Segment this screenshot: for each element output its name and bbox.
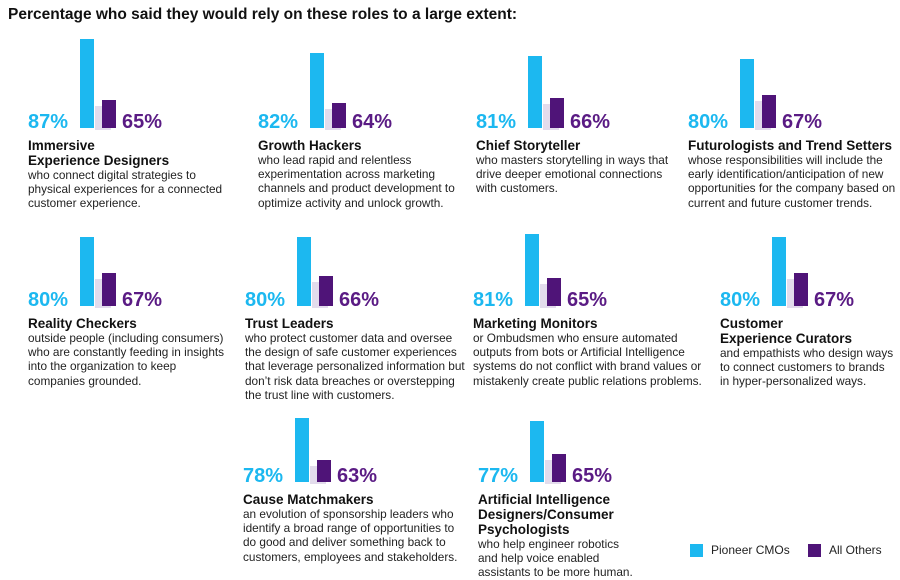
- role-description: in hyper-personalized ways.: [720, 374, 867, 389]
- others-value-label: 65%: [567, 289, 608, 311]
- role-title: Customer: [720, 316, 784, 331]
- pioneer-value-label: 80%: [720, 289, 761, 311]
- pioneer-value-label: 80%: [28, 289, 69, 311]
- role-description: who connect digital strategies to: [28, 168, 196, 182]
- role-description: systems do not conflict with brand value…: [473, 359, 702, 374]
- role-title: Experience Designers: [28, 153, 170, 168]
- role-description: who masters storytelling in ways that: [476, 153, 669, 167]
- role-description: don’t risk data breaches or overstepping: [245, 373, 455, 388]
- role-description: do good and deliver something back to: [243, 535, 446, 550]
- pioneer-bar: [80, 236, 94, 306]
- others-bar: [102, 100, 116, 128]
- role-description: with customers.: [476, 181, 558, 196]
- role-description: or Ombudsmen who ensure automated: [473, 331, 678, 345]
- role-description: an evolution of sponsorship leaders who: [243, 507, 454, 521]
- pioneer-value-label: 77%: [478, 465, 519, 487]
- pioneer-bar: [528, 55, 542, 128]
- legend-label-pioneer: Pioneer CMOs: [711, 543, 790, 557]
- role-description: physical experiences for a connected: [28, 182, 223, 197]
- others-value-label: 64%: [352, 111, 393, 133]
- others-value-label: 67%: [122, 289, 163, 311]
- role-description: customers, employees and stakeholders.: [243, 549, 458, 564]
- others-value-label: 65%: [122, 111, 163, 133]
- role-description: who help engineer robotics: [478, 537, 619, 551]
- pioneer-value-label: 82%: [258, 111, 299, 133]
- pioneer-bar: [297, 236, 311, 306]
- role-title: Reality Checkers: [28, 316, 137, 331]
- role-title: Artificial Intelligence: [478, 492, 611, 507]
- role-description: the design of safe customer experiences: [245, 345, 457, 360]
- role-description: identify a broad range of opportunities …: [243, 521, 455, 536]
- role-description: outputs from bots or Artificial Intellig…: [473, 345, 685, 360]
- role-title: Psychologists: [478, 522, 570, 537]
- pioneer-value-label: 78%: [243, 465, 284, 487]
- role-description: and help voice enabled: [478, 551, 600, 566]
- pioneer-bar: [295, 418, 309, 482]
- role-description: optimize activity and unlock growth.: [258, 195, 444, 210]
- pioneer-bar: [772, 236, 786, 306]
- role-title: Chief Storyteller: [476, 138, 581, 153]
- role-description: into the organization to keep: [28, 359, 177, 374]
- pioneer-value-label: 87%: [28, 111, 69, 133]
- role-description: that leverage personalized information b…: [245, 359, 465, 374]
- legend-swatch-others: [808, 544, 821, 557]
- others-bar: [547, 278, 561, 306]
- others-bar: [762, 94, 776, 128]
- role-description: customer experience.: [28, 196, 141, 211]
- role-description: companies grounded.: [28, 373, 142, 388]
- pioneer-bar: [740, 58, 754, 128]
- role-description: who lead rapid and relentless: [258, 153, 412, 167]
- legend-label-others: All Others: [829, 543, 882, 557]
- others-bar: [552, 454, 566, 482]
- pioneer-bar: [530, 421, 544, 482]
- role-description: who protect customer data and oversee: [245, 331, 453, 345]
- legend-swatch-pioneer: [690, 544, 703, 557]
- role-description: the trust line with customers.: [245, 387, 395, 402]
- role-title: Growth Hackers: [258, 138, 362, 153]
- others-value-label: 65%: [572, 465, 613, 487]
- others-bar: [319, 275, 333, 306]
- role-description: assistants to be more human.: [478, 565, 633, 580]
- role-description: and empathists who design ways: [720, 346, 894, 360]
- role-title: Cause Matchmakers: [243, 492, 374, 507]
- others-value-label: 67%: [782, 111, 823, 133]
- role-title: Experience Curators: [720, 331, 853, 346]
- role-description: drive deeper emotional connections: [476, 167, 663, 182]
- role-description: experimentation across marketing: [258, 167, 436, 182]
- others-bar: [102, 272, 116, 306]
- pioneer-bar: [525, 233, 539, 306]
- role-title: Futurologists and Trend Setters: [688, 138, 893, 153]
- others-bar: [317, 459, 331, 482]
- role-title: Designers/Consumer: [478, 507, 614, 522]
- others-bar: [794, 272, 808, 306]
- pioneer-bar: [310, 53, 324, 128]
- chart-title: Percentage who said they would rely on t…: [8, 6, 518, 23]
- pioneer-value-label: 81%: [476, 111, 517, 133]
- pioneer-value-label: 81%: [473, 289, 514, 311]
- role-description: current and future customer trends.: [688, 195, 873, 210]
- pioneer-value-label: 80%: [245, 289, 286, 311]
- role-description: whose responsibilities will include the: [688, 153, 883, 167]
- role-title: Trust Leaders: [245, 316, 334, 331]
- others-value-label: 67%: [814, 289, 855, 311]
- pioneer-bar: [80, 39, 94, 128]
- role-title: Marketing Monitors: [473, 316, 598, 331]
- others-value-label: 66%: [339, 289, 380, 311]
- role-description: opportunities for the company based on: [688, 181, 896, 196]
- role-description: who are constantly feeding in insights: [28, 345, 225, 360]
- role-description: mistakenly create public relations probl…: [473, 373, 702, 388]
- role-description: channels and product development to: [258, 181, 455, 196]
- others-value-label: 63%: [337, 465, 378, 487]
- others-value-label: 66%: [570, 111, 611, 133]
- role-description: early identification/anticipation of new: [688, 167, 884, 182]
- others-bar: [332, 103, 346, 128]
- role-description: to connect customers to brands: [720, 360, 885, 375]
- role-description: outside people (including consumers): [28, 331, 224, 345]
- role-title: Immersive: [28, 138, 95, 153]
- others-bar: [550, 97, 564, 128]
- pioneer-value-label: 80%: [688, 111, 729, 133]
